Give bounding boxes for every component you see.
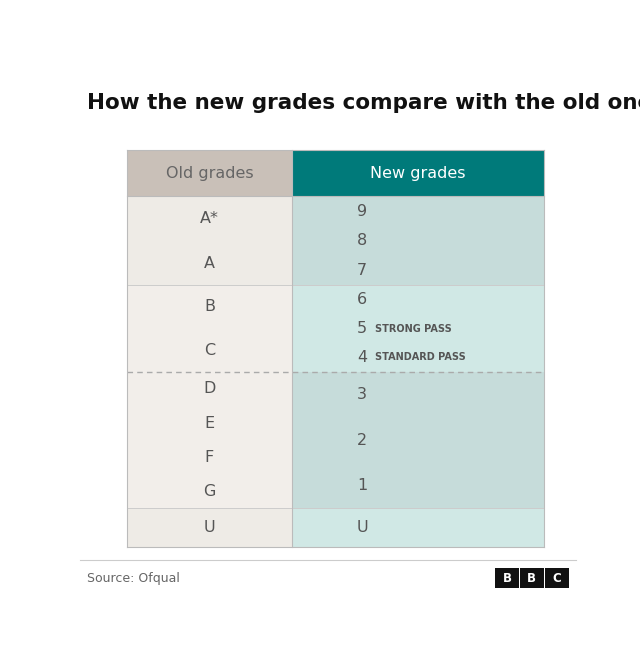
Bar	[495, 568, 519, 588]
Text: B: B	[502, 572, 511, 585]
Text: 4: 4	[357, 350, 367, 365]
Text: How the new grades compare with the old ones: How the new grades compare with the old …	[88, 93, 640, 113]
Text: A*: A*	[200, 211, 219, 226]
Bar	[127, 285, 292, 372]
Text: 2: 2	[357, 433, 367, 448]
Text: New grades: New grades	[370, 165, 465, 181]
Bar	[520, 568, 544, 588]
Text: C: C	[204, 342, 215, 358]
Text: 1: 1	[357, 478, 367, 493]
Bar	[127, 150, 292, 196]
Bar	[292, 372, 544, 509]
Text: E: E	[204, 415, 214, 431]
Text: G: G	[204, 484, 216, 498]
Bar	[292, 509, 544, 547]
Bar	[292, 285, 544, 372]
Text: 7: 7	[357, 263, 367, 278]
Bar	[127, 372, 292, 509]
Text: 6: 6	[357, 292, 367, 307]
Text: STRONG PASS: STRONG PASS	[374, 324, 451, 334]
Text: U: U	[204, 521, 215, 535]
Text: D: D	[204, 381, 216, 397]
Text: 9: 9	[357, 204, 367, 218]
Bar	[292, 150, 544, 196]
Text: U: U	[356, 521, 368, 535]
Text: STANDARD PASS: STANDARD PASS	[374, 352, 465, 362]
Bar	[545, 568, 568, 588]
Text: B: B	[204, 299, 215, 314]
Text: F: F	[205, 450, 214, 464]
Text: C: C	[552, 572, 561, 585]
Text: A: A	[204, 255, 215, 271]
Bar	[127, 196, 292, 285]
Text: B: B	[527, 572, 536, 585]
Bar	[292, 196, 544, 285]
Text: 5: 5	[357, 321, 367, 336]
Text: 8: 8	[357, 233, 367, 249]
Text: Old grades: Old grades	[166, 165, 253, 181]
Text: Source: Ofqual: Source: Ofqual	[88, 572, 180, 585]
Text: 3: 3	[357, 387, 367, 402]
Bar	[127, 509, 292, 547]
